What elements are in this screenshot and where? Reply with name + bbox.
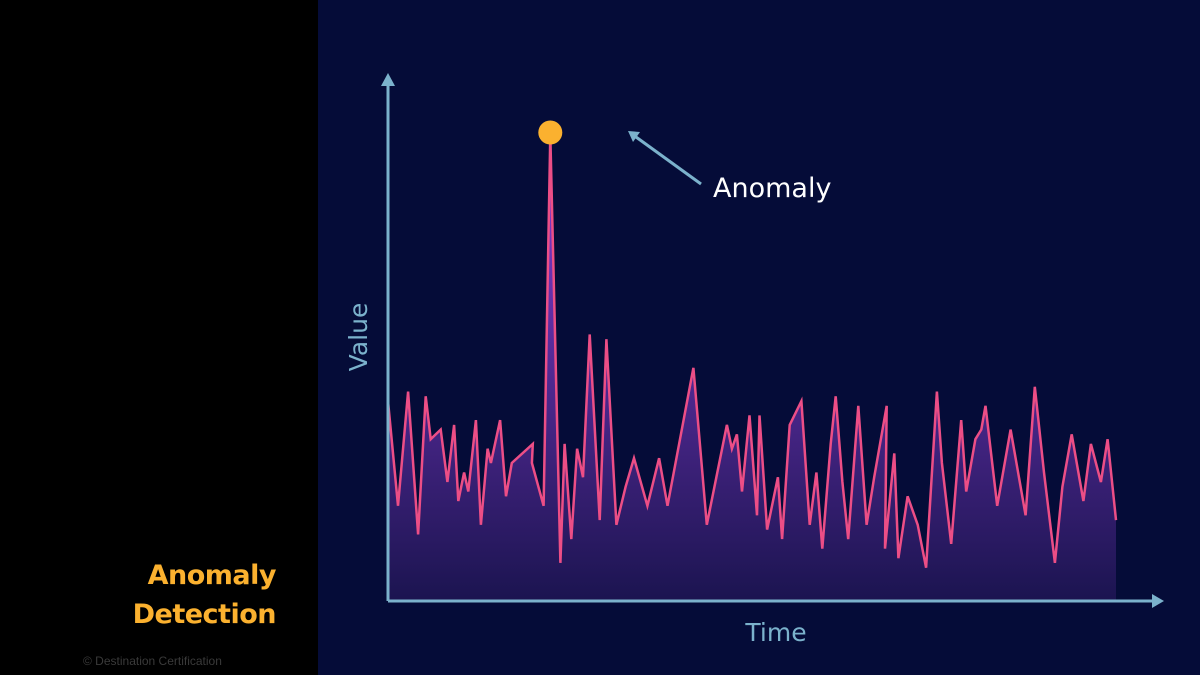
sidebar-panel: Anomaly Detection © Destination Certific… [0, 0, 318, 675]
anomaly-annotation-label: Anomaly [713, 173, 831, 204]
slide-title: Anomaly Detection [6, 556, 277, 634]
annotation-arrow-icon [628, 131, 640, 142]
y-axis-label: Value [344, 303, 373, 372]
anomaly-point [538, 120, 563, 145]
x-axis-arrow-icon [1152, 594, 1164, 608]
x-axis-label: Time [744, 618, 806, 647]
axes-layer [381, 73, 1164, 608]
annotation-layer [538, 120, 702, 186]
area-layer [386, 134, 1118, 601]
y-axis-arrow-icon [381, 73, 395, 86]
annotation-arrow-line [635, 135, 702, 186]
anomaly-chart: Time Value Anomaly [344, 73, 1164, 647]
chart-panel: Time Value Anomaly [318, 0, 1200, 675]
series-area-fill [388, 134, 1116, 601]
series-line [386, 134, 1118, 568]
copyright-notice: © Destination Certification [83, 654, 222, 668]
slide-title-line-2: Detection [132, 599, 277, 630]
slide-title-line-1: Anomaly [147, 560, 277, 591]
